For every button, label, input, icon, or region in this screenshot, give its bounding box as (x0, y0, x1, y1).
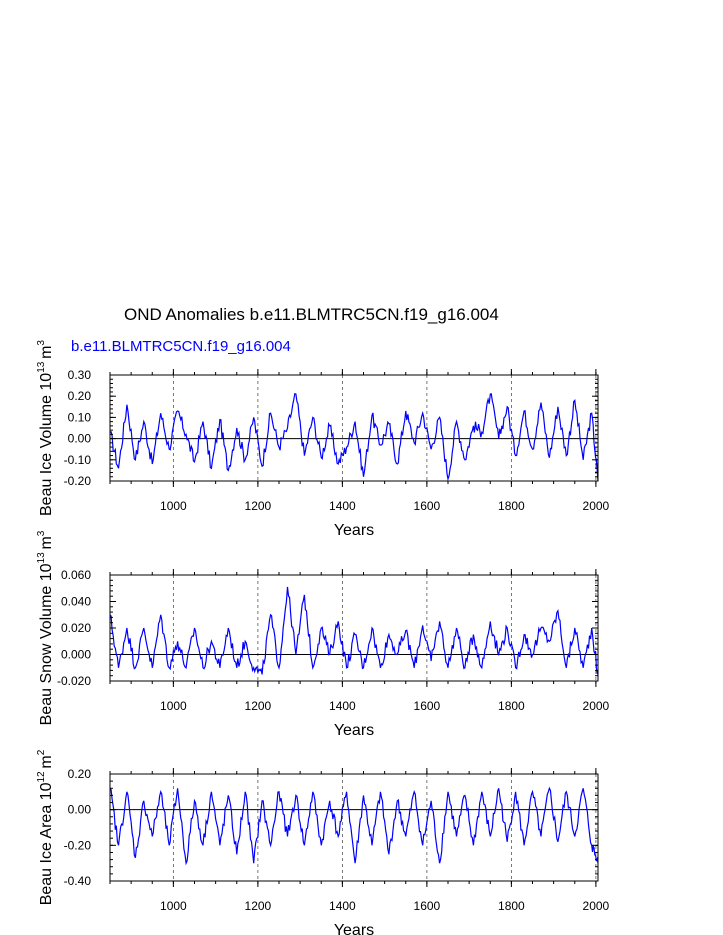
chart-subtitle: b.e11.BLMTRC5CN.f19_g16.004 (71, 338, 291, 355)
panel-3: -0.40 -0.20 0.00 0.20 1000 1200 1400 1600 1800 20… (36, 749, 610, 935)
x-tick-label: 1800 (498, 499, 525, 513)
y-tick-label: 0.30 (68, 368, 92, 382)
y-tick-label: -0.020 (57, 674, 91, 688)
x-tick-label: 1800 (498, 899, 525, 913)
series-line (109, 392, 599, 482)
panel-1: -0.20 -0.10 0.00 0.10 0.20 0.30 1000 1200 1400 16… (36, 340, 610, 539)
x-tick-label: 1400 (329, 499, 356, 513)
y-tick-label: 0.040 (61, 595, 91, 609)
x-tick-label: 1400 (329, 899, 356, 913)
y-tick-label: 0.00 (68, 803, 92, 817)
x-tick-label: 1200 (245, 699, 272, 713)
x-tick-label: 1000 (160, 499, 187, 513)
x-tick-label: 1000 (160, 699, 187, 713)
plot-frame (109, 374, 599, 482)
y-tick-label: 0.20 (68, 767, 92, 781)
plot-frame (109, 773, 599, 882)
x-tick-label: 2000 (583, 699, 610, 713)
y-tick-label: 0.00 (68, 432, 92, 446)
x-tick-label: 1800 (498, 699, 525, 713)
y-axis-label: Beau Snow Volume 1013 m3 (36, 530, 55, 725)
series-line (109, 586, 599, 675)
y-tick-label: 0.000 (61, 648, 91, 662)
x-axis-label: Years (334, 522, 374, 539)
x-tick-label: 1600 (414, 699, 441, 713)
x-tick-label: 1400 (329, 699, 356, 713)
x-axis-label: Years (334, 922, 374, 935)
x-tick-label: 1600 (414, 899, 441, 913)
x-tick-label: 2000 (583, 899, 610, 913)
y-tick-label: 0.10 (68, 410, 92, 424)
x-tick-label: 1200 (245, 899, 272, 913)
plot-frame (109, 574, 599, 682)
y-tick-label: -0.40 (64, 874, 92, 888)
y-tick-label: -0.20 (64, 474, 92, 488)
chart-title: OND Anomalies b.e11.BLMTRC5CN.f19_g16.00… (124, 305, 499, 324)
y-axis-label: Beau Ice Volume 1013 m3 (36, 340, 55, 516)
series-line (109, 786, 599, 866)
x-tick-label: 1600 (414, 499, 441, 513)
x-tick-label: 1000 (160, 899, 187, 913)
x-tick-label: 2000 (583, 499, 610, 513)
y-tick-label: 0.020 (61, 621, 91, 635)
y-tick-label: -0.10 (64, 453, 92, 467)
y-tick-label: -0.20 (64, 838, 92, 852)
y-axis-label: Beau Ice Area 1012 m2 (36, 749, 55, 905)
x-axis-label: Years (334, 722, 374, 739)
panel-2: -0.020 0.000 0.020 0.040 0.060 1000 1200 1400 16… (36, 530, 610, 739)
y-tick-label: 0.060 (61, 568, 91, 582)
y-tick-label: 0.20 (68, 389, 92, 403)
x-tick-label: 1200 (245, 499, 272, 513)
